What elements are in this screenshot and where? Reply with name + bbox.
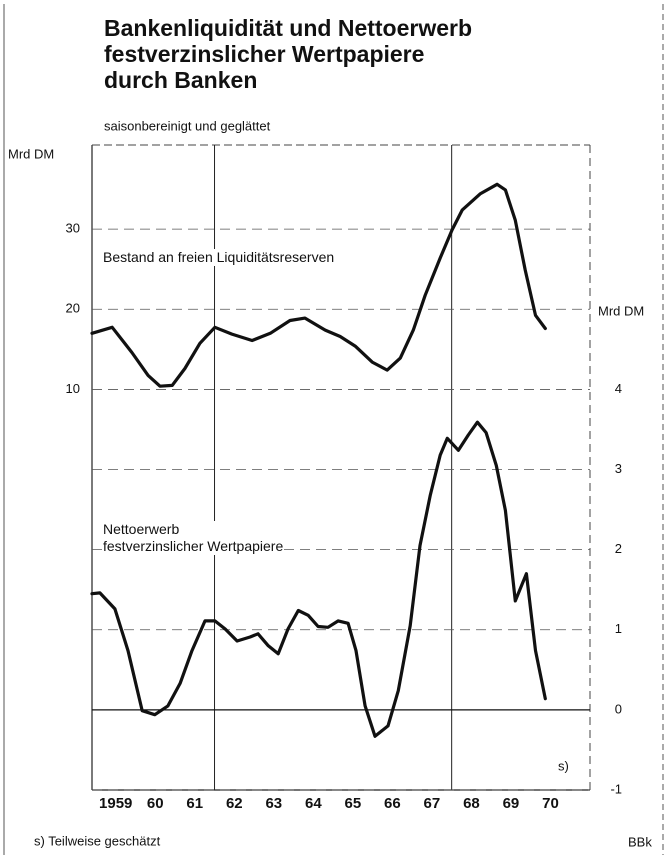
x-tick-label: 67 <box>424 795 441 812</box>
y-tick-label: 10 <box>66 381 80 396</box>
x-tick-label: 70 <box>542 795 559 812</box>
y2-tick-label: -1 <box>610 781 622 796</box>
x-tick-label: 61 <box>186 795 203 812</box>
chart-title: festverzinslicher Wertpapiere <box>104 41 424 67</box>
x-tick-label: 66 <box>384 795 401 812</box>
series-line <box>90 182 547 388</box>
x-tick-label: 60 <box>147 795 164 812</box>
x-tick-label: 62 <box>226 795 243 812</box>
series-label: Bestand an freien Liquiditätsreserven <box>103 249 335 266</box>
x-tick-label: 64 <box>305 795 322 812</box>
subtitle: saisonbereinigt und geglättet <box>104 118 271 133</box>
y2-tick-label: 4 <box>615 381 622 396</box>
chart-title: Bankenliquidität und Nettoerwerb <box>104 15 472 41</box>
x-tick-label: 68 <box>463 795 480 812</box>
y2-tick-label: 2 <box>615 541 622 556</box>
x-tick-label: 65 <box>345 795 362 812</box>
y-axis-label: Mrd DM <box>8 146 54 161</box>
y2-tick-label: 1 <box>615 621 622 636</box>
footnote: s) Teilweise geschätzt <box>34 833 161 848</box>
y2-axis-label: Mrd DM <box>598 303 644 318</box>
marker: s) <box>558 758 569 773</box>
y-tick-label: 30 <box>66 221 80 236</box>
y2-tick-label: 3 <box>615 461 622 476</box>
x-tick-label: 63 <box>265 795 282 812</box>
series-line <box>90 420 547 738</box>
x-tick-label: 69 <box>503 795 520 812</box>
x-tick-label: 1959 <box>99 795 132 812</box>
chart-title: durch Banken <box>104 67 257 93</box>
y2-tick-label: 0 <box>615 701 622 716</box>
source: BBk <box>628 834 652 849</box>
series-label: Nettoerwerb festverzinslicher Wertpapier… <box>103 521 284 555</box>
y-tick-label: 20 <box>66 301 80 316</box>
